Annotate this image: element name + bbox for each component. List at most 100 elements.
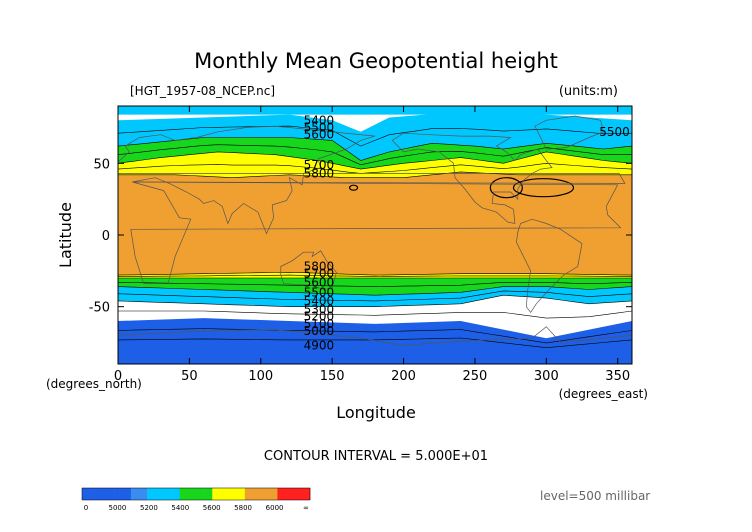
high-pressure-contour <box>348 184 359 191</box>
contour-label: 5600 <box>304 128 335 142</box>
colorbar-swatch <box>155 488 164 500</box>
colorbar-frame <box>81 487 311 501</box>
colorbar-swatch <box>253 488 262 500</box>
contour-label: 5100 <box>304 317 335 331</box>
contour-lines <box>117 125 633 349</box>
colorbar <box>81 487 311 501</box>
contour-label: 5300 <box>304 303 335 317</box>
coastline-australia <box>280 250 337 290</box>
colorbar-swatch <box>301 488 311 500</box>
colorbar-swatch <box>114 488 124 500</box>
contour-label: 5200 <box>304 310 335 324</box>
high-pressure-contour <box>489 177 523 199</box>
contour-label: 5700 <box>304 158 335 172</box>
coastline-greenland <box>534 115 604 150</box>
band-north-cap <box>118 106 632 115</box>
units-label: (units:m) <box>559 84 618 99</box>
colorbar-swatch <box>277 488 286 500</box>
y-tick-label: 0 <box>102 229 110 244</box>
y-axis-ticks: -50 0 50 <box>89 157 632 316</box>
colorbar-tick-label: ∞ <box>303 504 309 512</box>
contour-label: 5400 <box>304 294 335 308</box>
x-unit-label: (degrees_east) <box>559 387 648 401</box>
colorbar-swatch <box>285 488 295 500</box>
contour-label: 5800 <box>304 166 335 180</box>
contour-line-n-1 <box>117 162 633 174</box>
chart-title: Monthly Mean Geopotential height <box>194 49 558 73</box>
contour-label: 5500 <box>599 125 630 139</box>
colorbar-swatch <box>220 488 229 500</box>
contour-interval-label: CONTOUR INTERVAL = 5.000E+01 <box>264 449 488 464</box>
x-tick-label: 300 <box>534 369 559 384</box>
coastline-antarctica <box>117 326 633 346</box>
colorbar-tick-label: 6000 <box>266 504 284 512</box>
x-axis-title: Longitude <box>336 403 416 422</box>
contour-line-s-3 <box>117 282 633 287</box>
colorbar-swatch <box>204 488 213 500</box>
y-tick-label: -50 <box>89 301 110 316</box>
colorbar-swatch <box>90 488 99 500</box>
band-5800 <box>118 171 632 276</box>
colorbar-swatch <box>212 488 221 500</box>
colorbar-tick-label: 5000 <box>108 504 126 512</box>
coastline-europe-asia <box>117 125 626 235</box>
colorbar-tick-label: 5200 <box>140 504 158 512</box>
contour-line-s-9 <box>117 337 633 349</box>
contour-label: 5500 <box>304 121 335 135</box>
contour-line-s-8 <box>117 328 633 344</box>
contour-line-n-0 <box>118 171 632 179</box>
x-tick-label: 100 <box>248 369 273 384</box>
colorbar-swatch <box>130 488 140 500</box>
contour-line-s-7 <box>118 310 633 319</box>
colorbar-swatch <box>236 488 246 500</box>
contour-label: 5400 <box>304 113 335 127</box>
contour-line-s-1 <box>117 274 633 277</box>
x-tick-label: 0 <box>114 369 122 384</box>
contour-line-s-6 <box>117 294 633 307</box>
coastline-north-america <box>391 132 553 224</box>
colorbar-swatch <box>98 488 107 500</box>
coastline-africa <box>130 181 622 285</box>
coastline-south-america <box>516 218 583 314</box>
band-4900-south <box>118 318 632 364</box>
level-label: level=500 millibar <box>540 489 650 503</box>
colorbar-swatch <box>261 488 270 500</box>
colorbar-swatch <box>82 488 91 500</box>
colorbar-swatch <box>147 488 156 500</box>
colorbar-swatch <box>244 488 254 500</box>
source-file-label: [HGT_1957-08_NCEP.nc] <box>130 84 275 98</box>
colorbar-swatch <box>196 488 205 500</box>
contour-label: 5700 <box>304 267 335 281</box>
colorbar-swatch <box>139 488 148 500</box>
x-tick-label: 250 <box>463 369 488 384</box>
contour-label: 5800 <box>304 260 335 274</box>
contour-label: 5500 <box>304 285 335 299</box>
colorbar-swatch <box>171 488 181 500</box>
coastlines <box>117 115 633 346</box>
high-pressure-contour <box>512 178 575 198</box>
x-tick-label: 200 <box>391 369 416 384</box>
y-tick-label: 50 <box>93 157 110 172</box>
colorbar-tick-label: 5400 <box>171 504 189 512</box>
colorbar-tick-label: 0 <box>84 504 88 512</box>
contour-line-n-5 <box>117 125 633 147</box>
contour-label: 5000 <box>304 324 335 338</box>
colorbar-swatch <box>122 488 132 500</box>
colorbar-swatch <box>163 488 172 500</box>
y-axis-title: Latitude <box>56 202 75 268</box>
contour-line-n-4 <box>117 137 633 161</box>
contour-label: 5600 <box>304 275 335 289</box>
x-tick-label: 150 <box>320 369 345 384</box>
colorbar-swatch <box>106 488 115 500</box>
contour-line-s-0 <box>117 271 633 276</box>
x-tick-label: 50 <box>181 369 198 384</box>
contour-label: 4900 <box>304 338 335 352</box>
x-tick-label: 350 <box>605 369 630 384</box>
colorbar-tick-label: 5800 <box>234 504 252 512</box>
colorbar-swatch <box>179 488 189 500</box>
colorbar-swatch <box>228 488 238 500</box>
x-axis-ticks: 0 50 100 150 200 250 300 350 <box>114 106 630 384</box>
contour-line-s-4 <box>117 286 633 296</box>
